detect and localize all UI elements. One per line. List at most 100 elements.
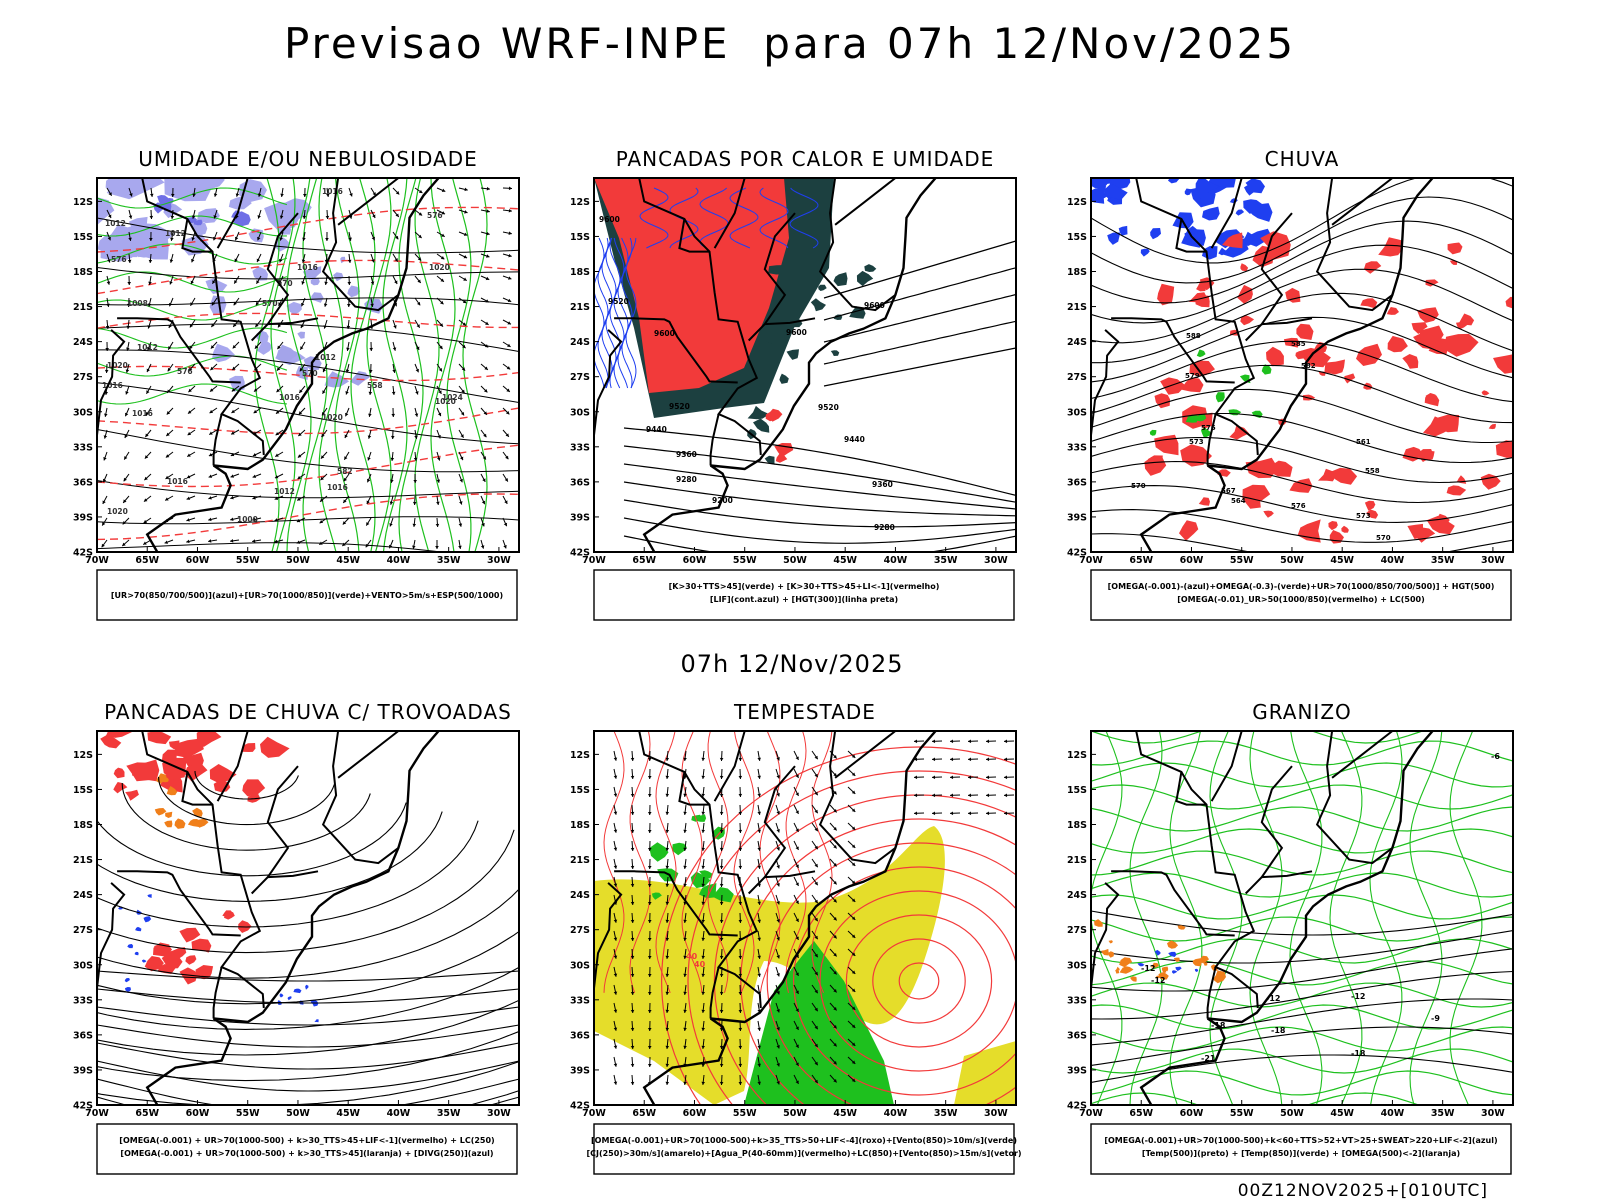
shaded-area	[1162, 968, 1167, 974]
wind-vector-head	[795, 1044, 799, 1048]
wind-vector-head	[630, 793, 635, 797]
wind-vector-head	[301, 259, 306, 263]
x-tick-label: 70W	[85, 1108, 109, 1119]
wind-vector-head	[814, 1043, 818, 1048]
wind-vector-head	[508, 186, 512, 191]
wind-vector-head	[484, 344, 489, 348]
y-tick-label: 12S	[73, 750, 93, 761]
y-tick-label: 24S	[1067, 890, 1087, 901]
shaded-area	[310, 277, 320, 286]
contour-line	[613, 237, 625, 389]
wind-vector-head	[776, 1063, 780, 1067]
wind-vector-head	[950, 757, 954, 762]
wind-vector-head	[321, 411, 326, 416]
wind-vector-head	[776, 793, 780, 797]
wind-vector-head	[485, 299, 489, 303]
contour-label: 567	[1221, 487, 1236, 495]
contour-line	[97, 217, 519, 254]
wind-vector-head	[776, 829, 780, 833]
y-tick-label: 15S	[1067, 785, 1087, 796]
contour-label: 558	[1365, 467, 1380, 475]
wind-vector-head	[613, 865, 618, 869]
shaded-area	[1263, 510, 1274, 518]
wind-vector-head	[683, 973, 687, 977]
wind-vector-head	[298, 411, 303, 415]
wind-vector-head	[276, 367, 281, 371]
wind-vector-head	[833, 953, 837, 957]
shaded-area	[1149, 429, 1157, 436]
wind-vector-head	[647, 811, 652, 815]
x-tick-label: 30W	[984, 1108, 1008, 1119]
shaded-area	[747, 405, 770, 420]
wind-vector-head	[795, 1080, 799, 1084]
shaded-area	[779, 373, 789, 384]
x-tick-label: 45W	[336, 555, 360, 566]
shaded-area	[753, 418, 770, 433]
wind-vector-head	[932, 739, 936, 744]
shaded-area	[279, 993, 284, 998]
wind-vector-head	[253, 409, 258, 414]
shaded-area	[768, 265, 783, 275]
wind-vector-head	[208, 539, 212, 543]
x-tick-label: 30W	[487, 555, 511, 566]
wind-vector-head	[719, 991, 724, 995]
wind-vector-head	[365, 543, 369, 548]
wind-vector-head	[851, 826, 856, 830]
coastline	[145, 178, 440, 552]
wind-vector-head	[346, 347, 350, 351]
wind-vector-head	[630, 1081, 635, 1085]
wind-vector-head	[738, 1045, 743, 1049]
shaded-area	[168, 740, 180, 750]
wind-vector-head	[833, 827, 837, 831]
wind-vector-head	[757, 955, 761, 959]
wind-vector-head	[435, 545, 439, 549]
wind-vector-head	[368, 413, 372, 417]
wind-vector-head	[932, 757, 936, 762]
y-tick-label: 30S	[1067, 407, 1087, 418]
shaded-area	[1198, 497, 1210, 506]
wind-vector-head	[833, 935, 837, 939]
wind-vector-head	[719, 955, 724, 959]
contour-label: 576	[1291, 502, 1306, 510]
contour-label: 1020	[322, 413, 343, 422]
wind-vector-head	[738, 1027, 743, 1031]
wind-vector-head	[345, 391, 349, 395]
wind-vector-head	[814, 1025, 818, 1030]
wind-vector-head	[103, 457, 107, 461]
contour-line	[1091, 982, 1513, 1008]
border-line	[818, 731, 897, 865]
contour-line	[1091, 509, 1513, 543]
x-tick-label: 55W	[1230, 555, 1254, 566]
contour-label: 1000	[237, 515, 258, 524]
wind-vector-head	[302, 237, 306, 241]
wind-vector-head	[776, 883, 780, 887]
contour-line	[318, 178, 344, 552]
wind-vector-head	[914, 793, 918, 798]
wind-vector-head	[757, 901, 761, 905]
contour-label: 570	[277, 279, 293, 288]
shaded-area	[1289, 478, 1313, 493]
wind-vector-head	[482, 478, 486, 482]
x-tick-label: 55W	[733, 1108, 757, 1119]
wind-vector-head	[105, 325, 110, 329]
wind-vector-head	[851, 988, 856, 992]
border-line	[594, 882, 623, 1006]
contour-line	[1091, 412, 1513, 464]
x-tick-label: 40W	[387, 555, 411, 566]
shaded-area	[1154, 949, 1161, 956]
wind-vector-head	[630, 775, 635, 779]
wind-vector-head	[757, 973, 761, 977]
wind-vector-head	[851, 934, 856, 938]
contour-line	[446, 178, 472, 552]
contour-line	[603, 731, 625, 993]
wind-vector-head	[630, 1027, 635, 1031]
border-line	[267, 317, 319, 326]
border-line	[1111, 870, 1235, 937]
contour-label: 570	[1131, 482, 1146, 490]
wind-vector-head	[914, 811, 918, 816]
wind-vector-head	[255, 323, 259, 328]
wind-vector-head	[719, 793, 724, 797]
wind-vector-head	[701, 1009, 706, 1013]
legend-text: [OMEGA(-0.001) + UR>70(1000-500) + k>30_…	[119, 1136, 494, 1145]
shaded-area	[1206, 207, 1218, 219]
